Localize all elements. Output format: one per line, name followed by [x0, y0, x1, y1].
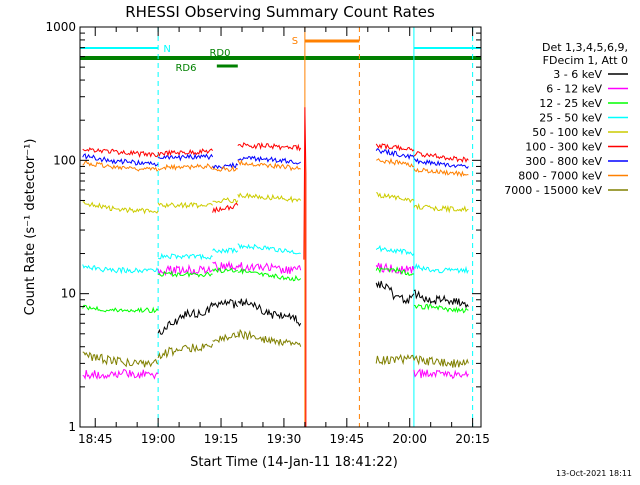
x-tick-label: 19:15	[204, 432, 239, 446]
flag-label-rd6: RD6	[175, 63, 196, 74]
series-line-segment	[212, 165, 239, 173]
series-line-segment	[157, 201, 213, 209]
series-layer	[82, 107, 469, 427]
legend-entry-label: 25 - 50 keV	[539, 112, 602, 125]
series-line-segment	[157, 148, 213, 158]
x-axis-label: Start Time (14-Jan-11 18:41:22)	[190, 455, 398, 470]
series-line-segment	[212, 267, 239, 274]
series-line-segment	[413, 202, 469, 214]
series-line-segment	[157, 343, 214, 360]
series-line-segment	[375, 244, 415, 257]
series-line-segment	[82, 264, 159, 275]
chart-title: RHESSI Observing Summary Count Rates	[125, 3, 435, 21]
series-25-50-kev	[82, 243, 469, 275]
series-line-segment	[413, 289, 469, 309]
plot-frame	[79, 26, 482, 428]
series-line-segment	[212, 332, 238, 344]
series-line-segment	[237, 159, 301, 172]
legend-header-line: FDecim 1, Att 0	[543, 54, 628, 67]
series-100-300-kev	[82, 141, 469, 214]
series-line-segment	[237, 267, 302, 282]
x-tick-label: 20:00	[392, 432, 427, 446]
series-line-segment	[413, 368, 469, 380]
series-line-segment	[212, 298, 239, 309]
series-line-segment	[413, 167, 469, 178]
series-line-segment	[237, 243, 301, 255]
x-tick-label: 19:30	[267, 432, 302, 446]
legend-entry-label: 3 - 6 keV	[553, 68, 602, 81]
series-6-12-kev	[82, 260, 469, 380]
series-line-segment	[157, 270, 213, 278]
legend-entry-label: 6 - 12 keV	[546, 83, 602, 96]
footer-timestamp: 13-Oct-2021 18:11	[556, 469, 632, 478]
legend-entry-label: 12 - 25 keV	[539, 97, 602, 110]
y-tick-label: 10	[61, 287, 76, 301]
series-line-segment	[157, 252, 213, 261]
legend-entry-label: 300 - 800 keV	[525, 155, 602, 168]
series-line-segment	[82, 351, 159, 368]
series-line-segment	[375, 353, 415, 366]
series-line-segment	[237, 141, 302, 152]
series-line-segment	[237, 192, 302, 204]
series-line-segment	[212, 197, 239, 204]
x-tick-label: 19:00	[141, 432, 176, 446]
series-line-segment	[82, 147, 159, 158]
series-line-segment	[212, 247, 239, 255]
series-line-segment	[413, 158, 469, 169]
vertical-markers-layer	[157, 27, 474, 427]
series-3-6-kev	[157, 280, 469, 335]
legend: Det 1,3,4,5,6,9,FDecim 1, Att 03 - 6 keV…	[504, 41, 628, 197]
series-line-segment	[82, 160, 159, 172]
flag-label-s: S	[292, 36, 298, 47]
y-axis-label: Count Rate (s⁻¹ detector⁻¹)	[23, 139, 38, 316]
x-tick-label: 19:45	[330, 432, 365, 446]
series-line-segment	[212, 161, 239, 170]
series-line-segment	[413, 263, 469, 275]
series-line-segment	[158, 153, 214, 162]
ticks-layer: 1 10 100 1000 18:45 19:00 19:15 19:30 19:45 20:00…	[45, 20, 489, 446]
series-800-7000-kev	[82, 157, 469, 178]
x-tick-label: 18:45	[78, 432, 113, 446]
y-tick-label: 1000	[45, 20, 76, 34]
flag-label-rd0: RD0	[209, 48, 230, 59]
series-line-segment	[237, 297, 302, 327]
series-line-segment	[82, 369, 159, 380]
flare-spike-line	[303, 107, 307, 427]
series-300-800-kev	[82, 148, 469, 170]
legend-header-line: Det 1,3,4,5,6,9,	[542, 41, 628, 54]
y-tick-label: 1	[68, 420, 76, 434]
legend-entry-label: 50 - 100 keV	[532, 126, 602, 139]
series-line-segment	[82, 304, 159, 314]
series-line-segment	[237, 328, 302, 347]
series-line-segment	[376, 157, 415, 168]
series-line-segment	[212, 202, 239, 214]
series-line-segment	[413, 151, 469, 163]
series-line-segment	[376, 192, 415, 204]
series-line-segment	[237, 262, 302, 274]
series-line-segment	[82, 153, 159, 167]
series-line-segment	[82, 201, 159, 215]
series-50-100-kev	[82, 192, 469, 215]
series-line-segment	[237, 155, 301, 165]
x-tick-label: 20:15	[455, 432, 490, 446]
legend-entry-label: 7000 - 15000 keV	[504, 184, 602, 197]
series-line-segment	[413, 355, 469, 368]
series-line-segment	[375, 266, 415, 277]
legend-entry-label: 800 - 7000 keV	[518, 170, 602, 183]
series-line-segment	[157, 163, 214, 171]
series-12-25-kev	[82, 266, 469, 314]
series-line-segment	[375, 280, 415, 305]
series-7000-15000-kev	[82, 328, 469, 368]
series-line-segment	[375, 148, 415, 161]
series-line-segment	[157, 301, 214, 335]
legend-entry-label: 100 - 300 keV	[525, 141, 602, 154]
series-line-segment	[413, 303, 469, 314]
series-line-segment	[157, 263, 213, 277]
y-tick-label: 100	[53, 153, 76, 167]
flag-label-n: N	[163, 44, 170, 55]
series-line-segment	[375, 143, 415, 152]
